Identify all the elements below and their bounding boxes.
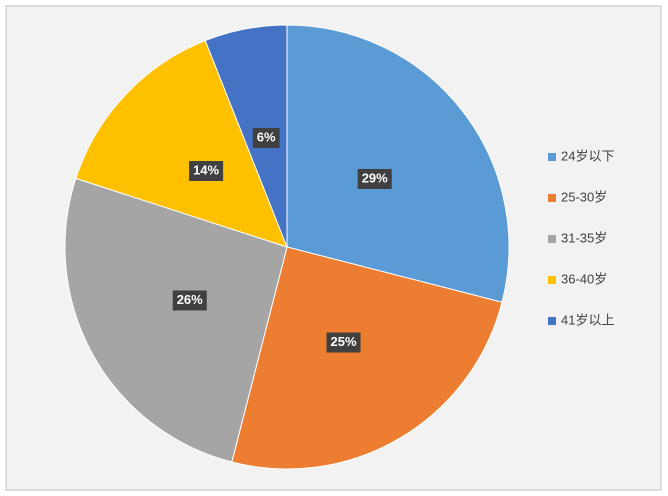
data-label-box xyxy=(252,127,280,148)
pie-slice xyxy=(204,24,288,248)
pie-slice xyxy=(231,246,503,470)
pie-slice xyxy=(286,24,510,303)
legend-label: 36-40岁 xyxy=(561,271,607,286)
legend-swatch xyxy=(548,276,556,284)
legend-swatch xyxy=(548,235,556,243)
legend-swatch xyxy=(548,153,556,161)
data-label: 14% xyxy=(193,162,219,177)
legend-label: 31-35岁 xyxy=(561,230,607,245)
pie-slice xyxy=(64,177,288,463)
data-label: 6% xyxy=(257,129,276,144)
pie-slice xyxy=(75,39,288,248)
legend-swatch xyxy=(548,194,556,202)
data-label: 25% xyxy=(330,334,356,349)
data-label-box xyxy=(189,161,224,182)
data-label: 29% xyxy=(362,170,388,185)
legend-label: 24岁以下 xyxy=(561,148,614,163)
legend-label: 41岁以上 xyxy=(561,312,614,327)
data-label-box xyxy=(326,332,361,353)
legend-label: 25-30岁 xyxy=(561,189,607,204)
legend-swatch xyxy=(548,317,556,325)
data-label: 26% xyxy=(177,292,203,307)
data-label-box xyxy=(172,290,207,311)
data-label-box xyxy=(357,168,392,189)
